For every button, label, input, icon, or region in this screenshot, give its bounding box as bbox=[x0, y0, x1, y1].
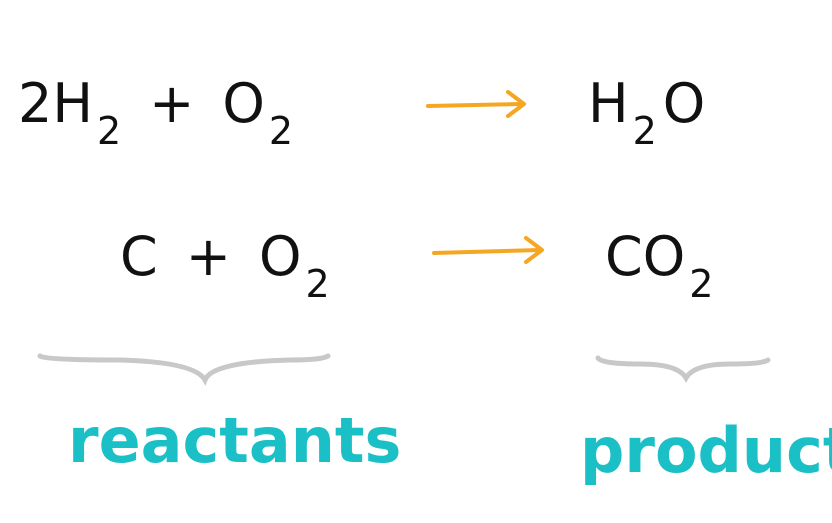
formula-text: + bbox=[149, 72, 194, 135]
products-label: products bbox=[580, 414, 832, 487]
brace bbox=[595, 355, 771, 384]
subscript: 2 bbox=[633, 109, 657, 153]
formula-text: H bbox=[588, 72, 629, 135]
formula-text: O bbox=[222, 72, 265, 135]
subscript: 2 bbox=[689, 262, 713, 306]
arrow bbox=[426, 90, 526, 118]
formula-text: CO bbox=[605, 225, 685, 288]
formula-text: O bbox=[663, 72, 706, 135]
reactants-label: reactants bbox=[68, 404, 401, 477]
arrow bbox=[432, 236, 544, 264]
formula-text: + bbox=[186, 225, 231, 288]
formula-text: 2H bbox=[18, 72, 93, 135]
subscript: 2 bbox=[269, 109, 293, 153]
formula-text: C bbox=[120, 225, 158, 288]
subscript: 2 bbox=[305, 262, 329, 306]
formula-text: O bbox=[259, 225, 302, 288]
brace bbox=[37, 353, 331, 386]
subscript: 2 bbox=[97, 109, 121, 153]
